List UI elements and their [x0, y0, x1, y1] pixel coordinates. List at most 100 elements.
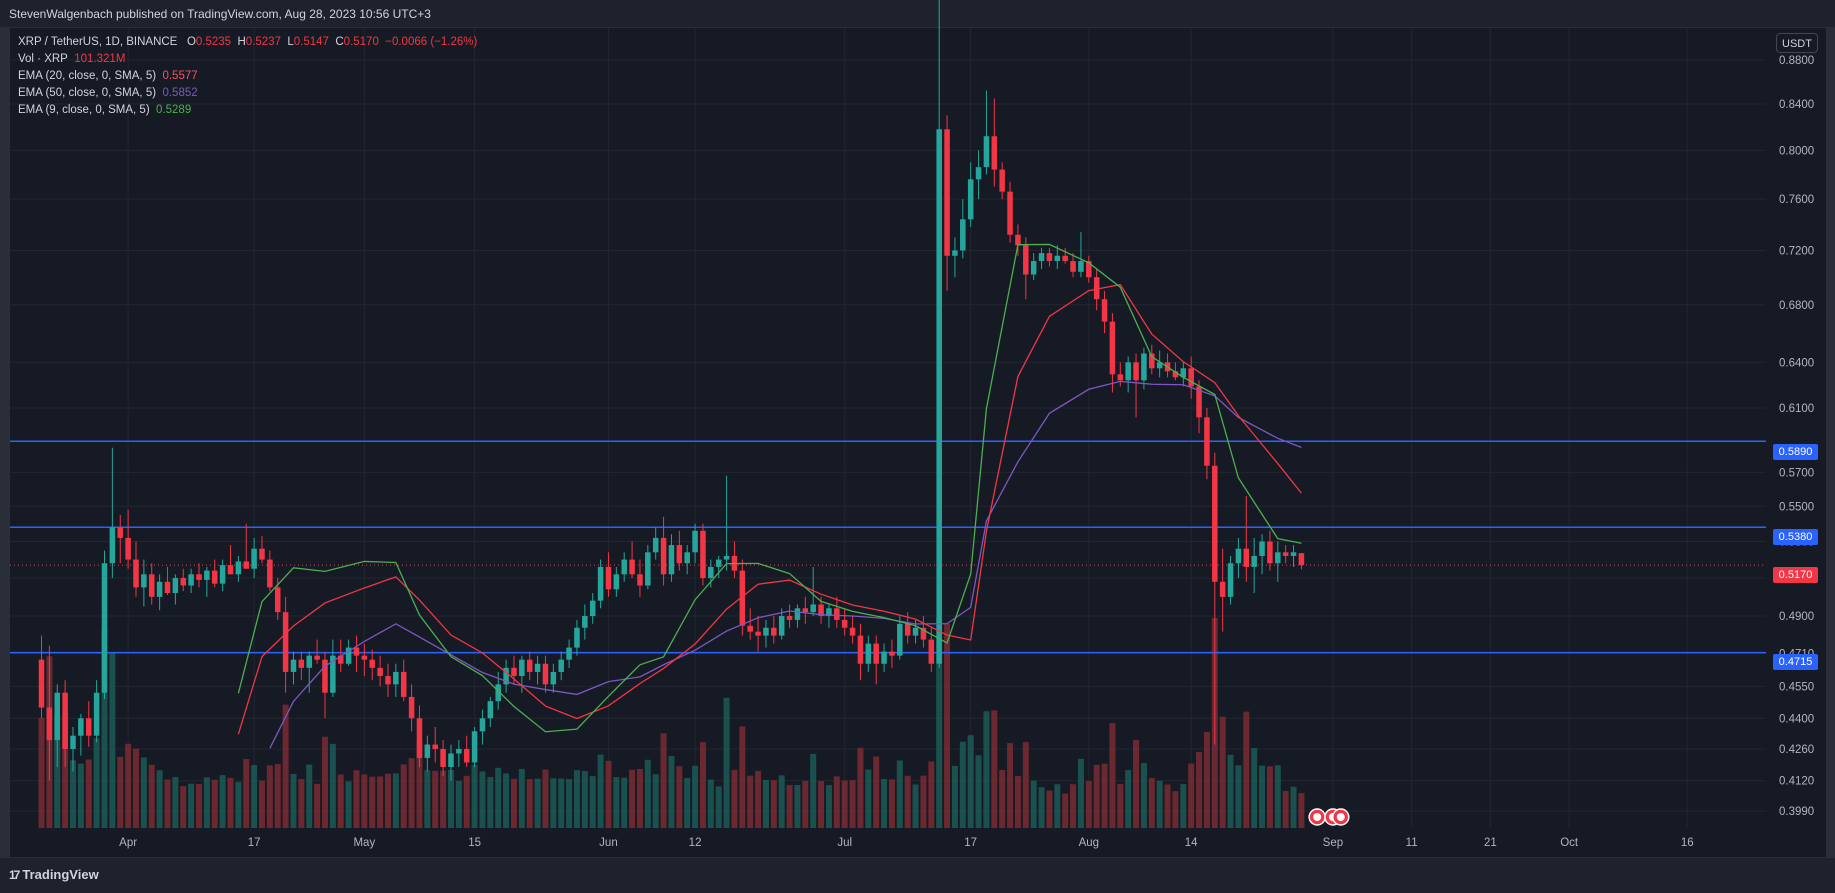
volume-bar — [337, 774, 344, 828]
candle-body — [747, 625, 753, 632]
volume-bar — [1251, 748, 1258, 828]
candle-body — [960, 219, 966, 251]
price-tick-label: 0.8400 — [1779, 99, 1814, 111]
volume-bar — [1101, 763, 1108, 828]
candle-body — [1086, 261, 1092, 278]
volume-bar — [172, 776, 179, 828]
candle-body — [1141, 353, 1147, 381]
volume-bar — [1007, 743, 1014, 828]
candle-body — [708, 566, 714, 579]
candle-body — [196, 574, 202, 580]
candle-body — [306, 655, 312, 668]
volume-bar — [306, 764, 313, 828]
candle-body — [920, 627, 927, 640]
candle-body — [227, 565, 234, 575]
volume-bar — [668, 756, 675, 828]
time-tick-label: Jun — [599, 837, 618, 849]
candle-body — [440, 748, 446, 767]
chart-area[interactable] — [9, 27, 1827, 858]
volume-bar — [77, 763, 84, 828]
volume-bar — [180, 786, 187, 828]
grid-lines — [10, 28, 1766, 828]
candle-body — [629, 559, 635, 575]
volume-bar — [298, 779, 305, 828]
currency-button[interactable]: USDT — [1776, 33, 1818, 53]
candle-body — [314, 655, 320, 660]
candle-body — [432, 744, 438, 749]
legend-volume-row[interactable]: Vol · XRP 101.321M — [18, 51, 477, 68]
candle-body — [259, 548, 265, 560]
candle-body — [243, 561, 249, 569]
volume-bar — [1290, 786, 1297, 828]
candle-body — [85, 718, 92, 736]
volume-bar — [1093, 764, 1100, 828]
candle-body — [897, 623, 903, 656]
candle-body — [353, 647, 360, 656]
volume-bar — [1070, 784, 1077, 828]
volume-bar — [581, 771, 588, 828]
volume-bar — [266, 765, 273, 828]
time-tick-label: 17 — [964, 837, 977, 849]
candle-body — [558, 659, 564, 672]
time-tick-label: 17 — [248, 837, 261, 849]
candle-body — [983, 136, 990, 168]
tradingview-logo[interactable]: 17 TradingView — [9, 867, 99, 882]
price-tick-label: 0.3990 — [1779, 806, 1814, 818]
volume-bar — [518, 768, 525, 828]
volume-bar — [463, 775, 470, 828]
candle-body — [109, 527, 116, 564]
volume-bar — [188, 783, 195, 828]
price-tick-label: 0.8800 — [1779, 55, 1814, 67]
time-tick-label: Jul — [837, 837, 852, 849]
candle-body — [818, 604, 824, 617]
legend-ema20-row[interactable]: EMA (20, close, 0, SMA, 5) 0.5577 — [18, 68, 477, 85]
candle-body — [841, 619, 848, 628]
price-tick-label: 0.4550 — [1779, 681, 1814, 693]
legend-symbol[interactable]: XRP / TetherUS, 1D, BINANCE — [18, 36, 178, 48]
legend-ema20-label: EMA (20, close, 0, SMA, 5) — [18, 70, 157, 82]
chart-legend: XRP / TetherUS, 1D, BINANCE O0.5235 H0.5… — [18, 34, 477, 119]
candle-body — [621, 559, 627, 575]
candle-body — [235, 561, 242, 575]
candle-body — [377, 667, 383, 677]
candle-body — [156, 581, 163, 597]
price-tick-label: 0.8000 — [1779, 145, 1814, 157]
volume-bar — [1062, 793, 1069, 828]
volume-bar — [589, 776, 596, 828]
volume-bar — [1077, 758, 1084, 828]
candle-body — [251, 548, 257, 569]
candle-body — [1007, 191, 1013, 235]
volume-bar — [699, 742, 706, 828]
candle-body — [566, 647, 572, 660]
candle-body — [928, 639, 935, 664]
candle-body — [794, 608, 801, 620]
candle-body — [936, 129, 942, 664]
candle-body — [605, 566, 612, 590]
volume-bar — [731, 769, 738, 828]
time-axis: Apr 17 May 15 Jun 12 Jul 17 Aug 14 Sep 11 21 Oct 16 — [119, 837, 1693, 849]
volume-bar — [1298, 793, 1305, 828]
candle-body — [1093, 277, 1100, 300]
volume-bar — [676, 766, 683, 828]
volume-bar — [660, 733, 667, 828]
candle-body — [637, 574, 643, 586]
candle-body — [1038, 253, 1045, 262]
volume-bar — [487, 777, 494, 828]
volume-bar — [479, 771, 486, 828]
price-tick-label: 0.7600 — [1779, 194, 1814, 206]
volume-bar — [416, 742, 423, 828]
volume-bar — [1180, 784, 1187, 828]
candle-body — [101, 563, 108, 693]
legend-ema50-row[interactable]: EMA (50, close, 0, SMA, 5) 0.5852 — [18, 85, 477, 102]
legend-ema9-row[interactable]: EMA (9, close, 0, SMA, 5) 0.5289 — [18, 102, 477, 119]
candle-body — [1125, 362, 1131, 381]
volume-bar — [432, 770, 439, 828]
candle-body — [810, 604, 816, 613]
volume-bar — [1046, 790, 1053, 828]
candle-body — [692, 530, 698, 553]
candle-body — [62, 692, 68, 749]
candle-body — [495, 684, 501, 702]
candle-body — [534, 663, 541, 672]
candle-body — [1282, 552, 1289, 556]
